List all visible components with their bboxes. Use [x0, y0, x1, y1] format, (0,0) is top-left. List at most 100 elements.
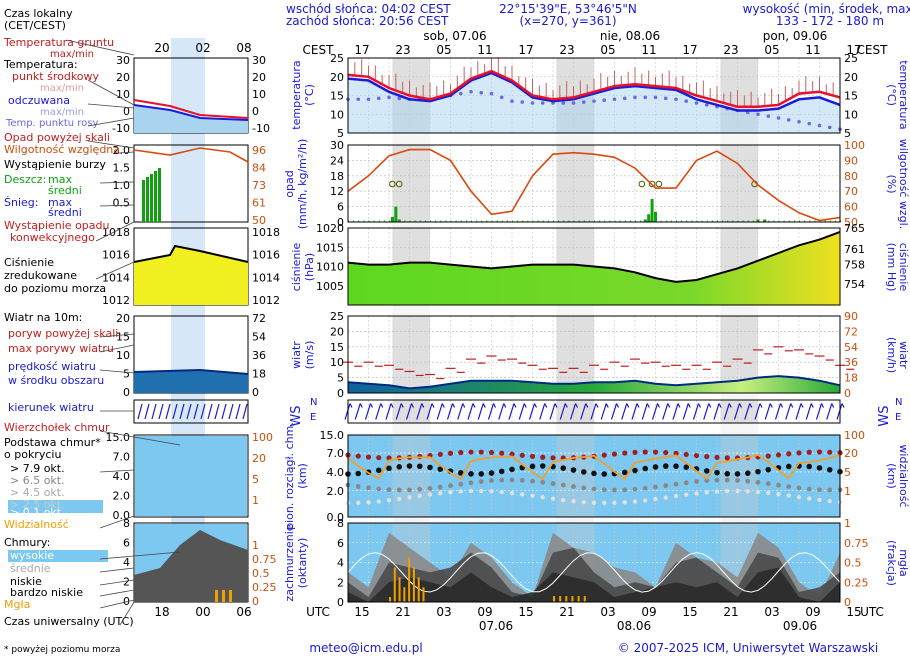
wind-arrow-head [554, 403, 558, 408]
mini-tick: 36 [252, 349, 266, 362]
wind-arrow-head [544, 403, 548, 408]
rain-trace [368, 220, 370, 222]
cloud-base-dot [704, 478, 710, 484]
cloud-base-dot [663, 495, 668, 500]
wind-arrow-head [533, 403, 538, 408]
legend-text: wysokie [10, 549, 54, 562]
fog-bar [553, 596, 555, 602]
dew-point-dot [643, 95, 648, 100]
cloud-base-dot [509, 477, 515, 483]
bottom-date-label: 09.06 [783, 619, 817, 633]
cloud-base-dot [776, 491, 781, 497]
wind-arrow-head [421, 403, 425, 408]
wind-arrow-head [718, 403, 722, 408]
mini-humidity-line [133, 147, 249, 163]
cloud-base-dot [816, 465, 823, 471]
cloud-base-dot [520, 492, 525, 497]
wind-arrow [692, 403, 700, 420]
tick-press-right: 765 [844, 222, 865, 235]
wind-arrow [610, 403, 618, 420]
rain-trace [476, 220, 478, 222]
mini-tick: 100 [252, 431, 273, 444]
cloud-base-dot [642, 465, 649, 472]
visibility-line [347, 454, 841, 481]
wind-arrow [539, 403, 546, 420]
night-band [392, 145, 430, 222]
cloud-layer [348, 567, 840, 602]
cloud-base-dot [785, 463, 792, 470]
dew-point-dot [663, 96, 668, 101]
leader-line [99, 551, 181, 560]
rain-bar [394, 206, 398, 222]
cloud-base-dot [529, 463, 536, 470]
mini-temp-fill [134, 105, 248, 133]
legend-text: średnie [10, 562, 51, 575]
leader-line [99, 344, 135, 353]
mini-wind-arrow [214, 403, 220, 420]
cloud-base-dot [407, 495, 412, 500]
legend-text: zredukowane [4, 269, 77, 282]
night-band [556, 316, 594, 393]
wind-arrow [528, 403, 536, 420]
mini-tick: 10 [116, 88, 130, 101]
cloud-base-dot [724, 477, 730, 483]
panel-border [347, 434, 841, 518]
tick-press-left: 1015 [316, 241, 344, 254]
leader-line [99, 369, 135, 374]
cloud-base-dot [560, 465, 567, 471]
temperature-line [347, 69, 841, 109]
night-band [556, 145, 594, 222]
precip-axis-unit-r: (%) [885, 174, 898, 193]
rain-trace [486, 220, 488, 222]
cloud-top-dot [775, 452, 782, 458]
wind-arrow-head [728, 403, 732, 408]
cloud-base-dot [509, 490, 515, 496]
legend-text: max [48, 173, 72, 186]
mini-wind-line [133, 368, 249, 375]
cloud-top-dot [622, 450, 628, 456]
rain-trace [353, 220, 355, 222]
rain-trace [537, 220, 539, 222]
rain-trace [532, 220, 534, 222]
cloud-base-dot [448, 483, 453, 489]
cloud-base-dot [776, 482, 781, 488]
rain-trace [655, 220, 657, 222]
mini-tick: 1018 [102, 226, 130, 239]
legend-text: w środku obszaru [8, 374, 104, 387]
mini-tick: 8 [123, 517, 130, 530]
wind-arrow [446, 403, 454, 420]
legend-text: Wiatr na 10m: [4, 311, 82, 324]
rain-trace [819, 220, 821, 222]
tick-temp-left: 25 [330, 52, 344, 65]
bottom-hour-label: 03 [436, 605, 451, 619]
sunrise-text: wschód słońca: 04:02 CEST [286, 2, 451, 16]
cloud-base-dot [580, 469, 587, 475]
legend-text: > 6.5 okt. [10, 474, 65, 487]
cloud-top-dot [437, 451, 443, 457]
mini-tick: 54 [252, 331, 266, 344]
mini-tick: 1016 [252, 249, 280, 262]
cloud-top-dot [376, 455, 382, 461]
wind-arrow-head [738, 403, 743, 408]
cloud-base-dot [806, 463, 813, 470]
wind-arrow [631, 403, 638, 420]
tick-temp-right: 25 [844, 52, 858, 65]
mini-tick: 1 [252, 494, 259, 507]
legend-text: Widzialność [4, 518, 69, 531]
mini-tick: 1018 [252, 226, 280, 239]
wind-axis-label-r: wiatr [897, 341, 910, 369]
legend-text: Chmury: [4, 536, 50, 549]
oct-axis-unit-r: (frakcja) [885, 540, 898, 586]
wind-arrow-head [749, 403, 753, 408]
mini-wind-arrow [137, 403, 143, 420]
legend-text: konwekcyjnego [10, 231, 95, 244]
cloud-base-dot [355, 470, 362, 477]
temp-axis-unit-r: (°C) [885, 84, 898, 106]
rain-trace [450, 220, 452, 222]
precip-axis-label: opad [283, 170, 296, 197]
wind-arrow [477, 403, 484, 420]
dew-point-dot [786, 118, 791, 122]
legend-text: punkt środkowy [12, 70, 100, 83]
cloud-base-dot [662, 463, 669, 469]
cloud-base-dot [683, 480, 689, 486]
